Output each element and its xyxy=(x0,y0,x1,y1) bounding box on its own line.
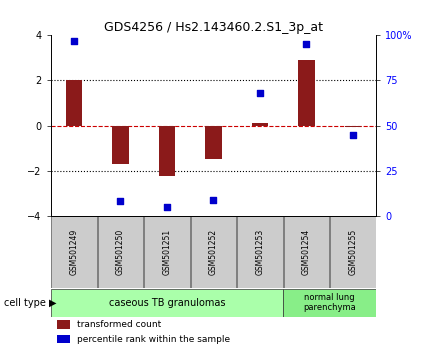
Text: GSM501250: GSM501250 xyxy=(116,229,125,275)
Text: caseous TB granulomas: caseous TB granulomas xyxy=(109,298,225,308)
Text: GSM501255: GSM501255 xyxy=(348,229,357,275)
Bar xyxy=(144,216,190,288)
Bar xyxy=(191,216,236,288)
Bar xyxy=(330,216,376,288)
Bar xyxy=(112,126,128,164)
Bar xyxy=(205,126,222,159)
Bar xyxy=(57,320,70,329)
Title: GDS4256 / Hs2.143460.2.S1_3p_at: GDS4256 / Hs2.143460.2.S1_3p_at xyxy=(104,21,323,34)
Text: transformed count: transformed count xyxy=(77,320,161,329)
Text: normal lung
parenchyma: normal lung parenchyma xyxy=(303,293,356,312)
Bar xyxy=(345,126,361,127)
Point xyxy=(257,90,264,96)
Bar xyxy=(159,126,175,176)
Bar xyxy=(237,216,283,288)
Point xyxy=(163,204,170,210)
Bar xyxy=(283,289,376,316)
Point xyxy=(303,41,310,47)
Point xyxy=(70,38,77,44)
Text: GSM501251: GSM501251 xyxy=(162,229,172,275)
Bar xyxy=(51,289,283,316)
Bar xyxy=(252,123,268,126)
Point xyxy=(117,199,124,204)
Bar xyxy=(98,216,143,288)
Point xyxy=(349,132,356,137)
Bar xyxy=(57,335,70,343)
Text: GSM501254: GSM501254 xyxy=(302,229,311,275)
Bar xyxy=(284,216,329,288)
Point xyxy=(210,197,217,202)
Bar xyxy=(298,60,315,126)
Text: GSM501249: GSM501249 xyxy=(70,229,78,275)
Text: GSM501253: GSM501253 xyxy=(255,229,264,275)
Bar xyxy=(51,216,97,288)
Text: cell type ▶: cell type ▶ xyxy=(4,298,57,308)
Bar xyxy=(66,80,82,126)
Text: GSM501252: GSM501252 xyxy=(209,229,218,275)
Text: percentile rank within the sample: percentile rank within the sample xyxy=(77,335,230,344)
